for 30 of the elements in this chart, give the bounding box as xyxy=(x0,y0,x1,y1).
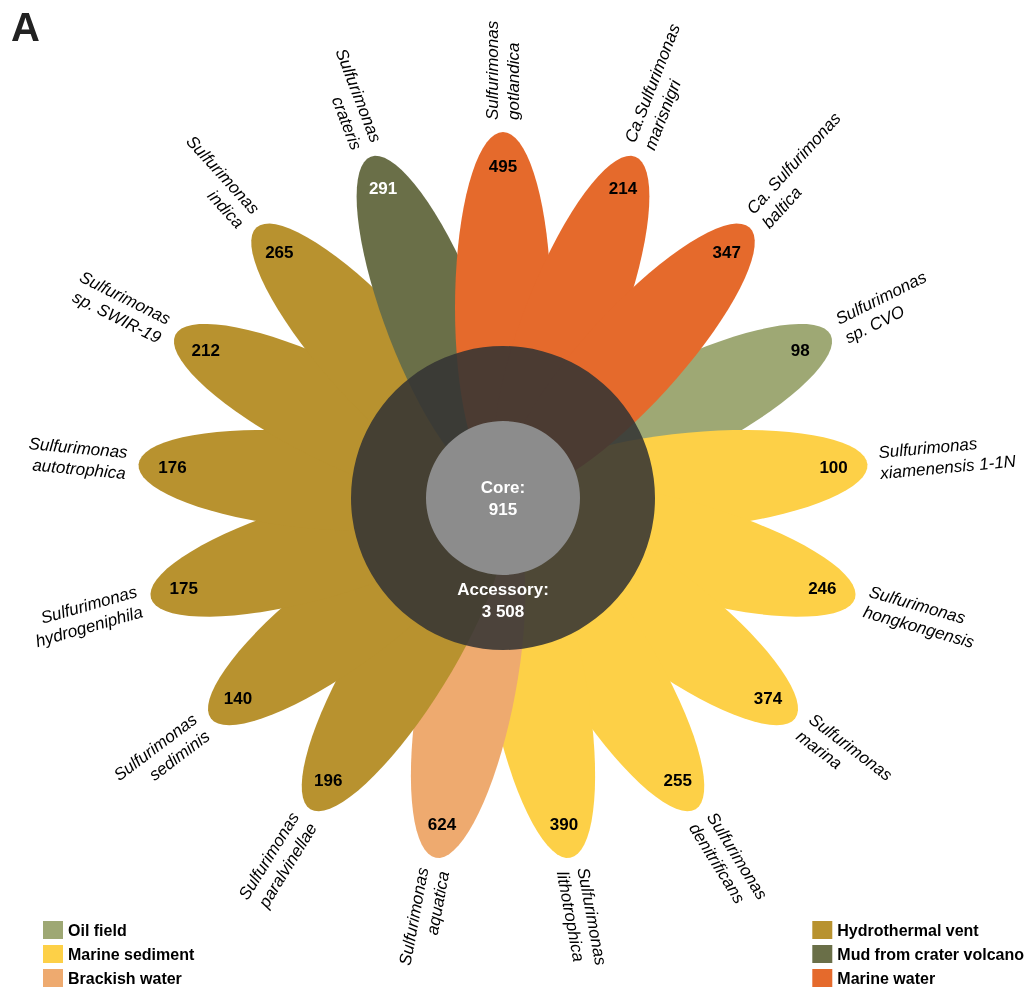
data-label: 374 xyxy=(753,688,783,708)
data-label: 624 xyxy=(427,814,457,834)
data-label: 347 xyxy=(712,243,741,263)
category-label: Sulfurimonas autotrophica xyxy=(27,434,129,484)
text: A xyxy=(11,5,40,49)
legend-label: Hydrothermal vent xyxy=(837,921,980,939)
data-label: 196 xyxy=(314,770,343,790)
category-label: Sulfurimonas xiamenensis 1-1N xyxy=(877,434,1018,484)
text: Core: 915 xyxy=(480,477,526,519)
data-label: 291 xyxy=(368,178,398,198)
data-label: 495 xyxy=(488,156,518,176)
data-label: 255 xyxy=(663,770,692,790)
legend-label: Marine water xyxy=(837,969,936,987)
data-label: 98 xyxy=(790,340,810,360)
data-label: 100 xyxy=(819,457,848,477)
text: Accessory: 3 508 xyxy=(457,579,549,621)
data-label: 212 xyxy=(191,340,220,360)
data-label: 176 xyxy=(158,457,187,477)
category-label: Sulfurimonas lithotrophica xyxy=(552,865,611,968)
data-label: 246 xyxy=(808,579,837,599)
data-label: 265 xyxy=(265,243,294,263)
category-label: Sulfurimonas gotlandica xyxy=(483,20,523,120)
data-label: 175 xyxy=(169,579,198,599)
legend-label: Oil field xyxy=(68,921,127,939)
data-label: 140 xyxy=(223,688,253,708)
legend-label: Brackish water xyxy=(68,969,182,987)
data-label: 390 xyxy=(549,814,579,834)
data-label: 214 xyxy=(608,178,638,198)
legend-label: Marine sediment xyxy=(68,945,195,963)
legend-label: Mud from crater volcano xyxy=(837,945,1025,963)
